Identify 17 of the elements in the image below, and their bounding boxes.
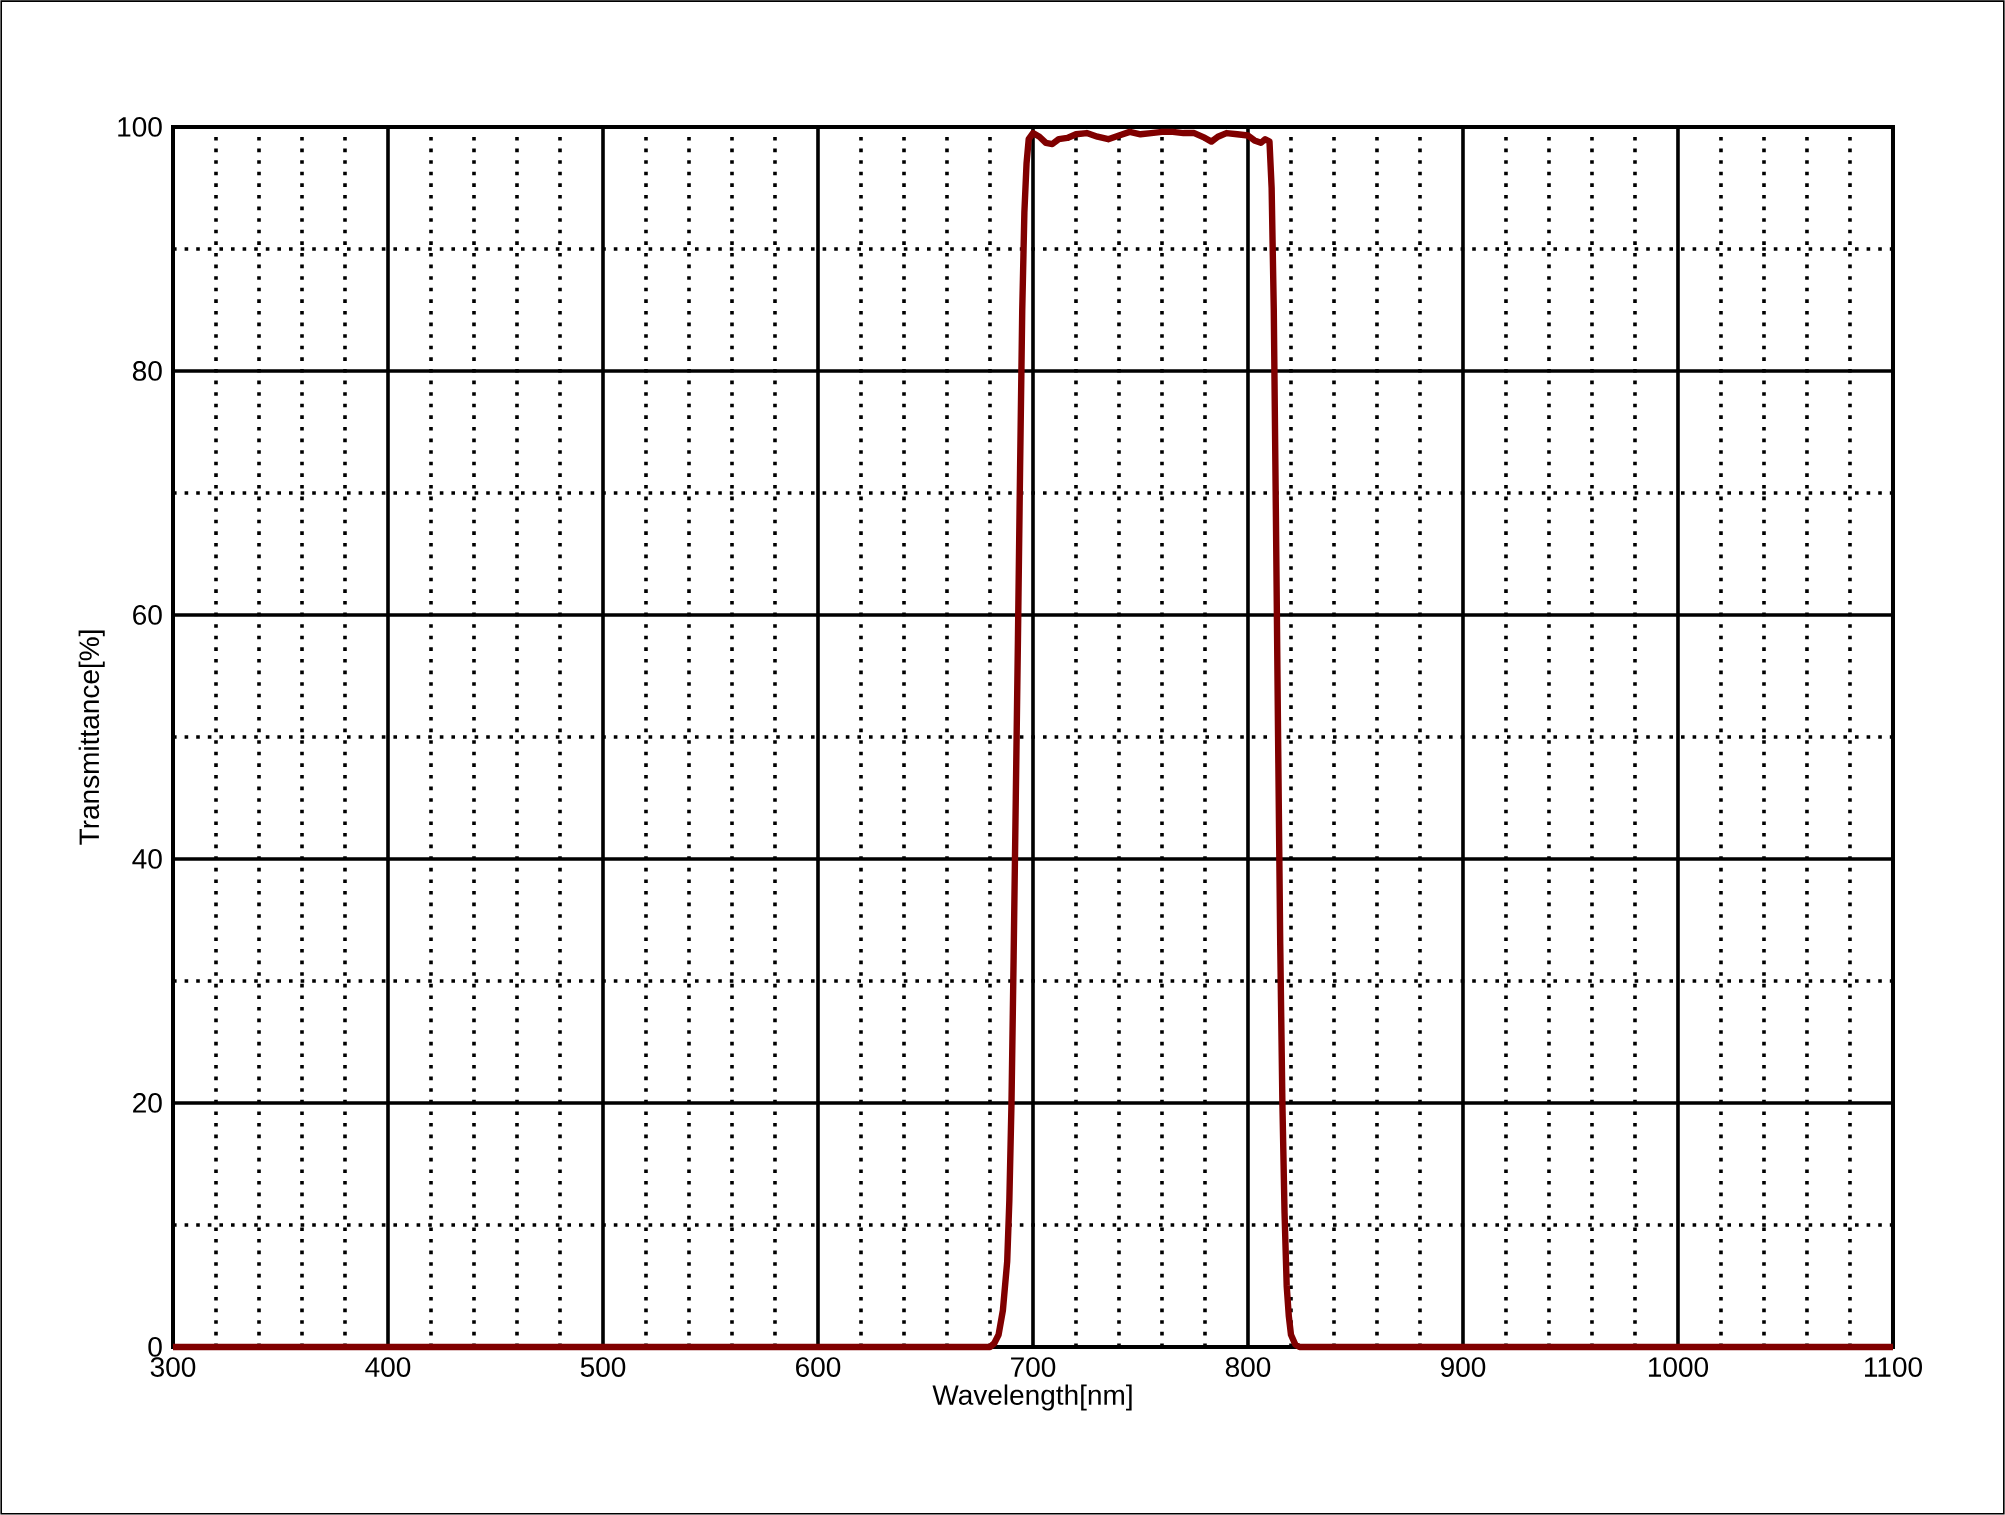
x-tick-label: 900 — [1440, 1357, 1486, 1377]
y-tick-label: 100 — [118, 117, 162, 137]
x-tick-label: 700 — [1011, 1357, 1056, 1377]
x-axis-title: Wavelength[nm] — [932, 1384, 1132, 1411]
x-tick-label: 400 — [365, 1357, 411, 1377]
y-tick-label: 40 — [132, 849, 162, 869]
x-tick-label: 800 — [1225, 1357, 1271, 1377]
y-axis-title: Transmittance[%] — [78, 630, 105, 845]
y-tick-label: 0 — [148, 1337, 162, 1357]
x-tick-label: 500 — [580, 1357, 626, 1377]
x-tick-label: 600 — [796, 1357, 841, 1377]
x-tick-label: 300 — [150, 1357, 196, 1377]
y-tick-label: 60 — [133, 605, 162, 625]
x-tick-label: 1000 — [1648, 1357, 1709, 1377]
y-tick-label: 20 — [133, 1093, 162, 1113]
y-tick-label: 80 — [132, 361, 162, 381]
x-tick-label: 1100 — [1865, 1357, 1922, 1377]
